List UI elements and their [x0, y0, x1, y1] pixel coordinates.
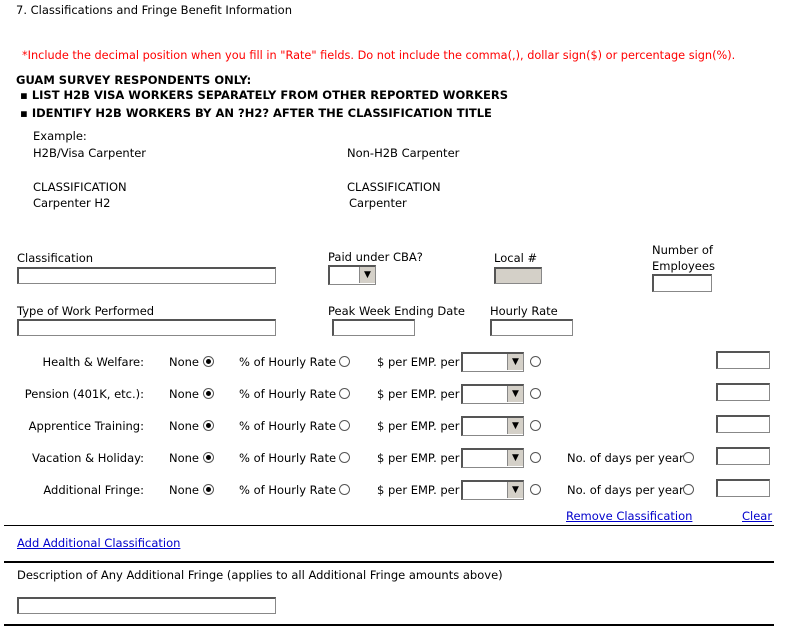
bullet-text: LIST H2B VISA WORKERS SEPARATELY FROM OT… — [31, 88, 508, 102]
bullet-text: IDENTIFY H2B WORKERS BY AN ?H2? AFTER TH… — [31, 106, 492, 120]
example-left-class-label: CLASSIFICATION — [33, 180, 127, 194]
paid-cba-label: Paid under CBA? — [328, 250, 423, 264]
chevron-down-icon: ▼ — [507, 354, 523, 370]
chevron-down-icon: ▼ — [507, 386, 523, 402]
none-label: None — [169, 483, 200, 497]
hourly-rate-label: Hourly Rate — [490, 304, 558, 318]
fringe-label: Pension (401K, etc.): — [24, 387, 144, 401]
none-radio[interactable] — [203, 452, 214, 463]
per-emp-period-select[interactable]: ▼ — [461, 480, 524, 500]
hourly-rate-input[interactable] — [490, 319, 573, 336]
none-radio[interactable] — [203, 356, 214, 367]
num-employees-label-2: Employees — [652, 259, 715, 273]
per-emp-radio[interactable] — [530, 452, 541, 463]
fringe-amount-input[interactable] — [716, 447, 770, 465]
peak-week-input[interactable] — [332, 319, 415, 336]
per-emp-label: $ per EMP. per — [377, 483, 460, 497]
pct-label: % of Hourly Rate — [239, 387, 337, 401]
per-emp-period-select[interactable]: ▼ — [461, 352, 524, 372]
none-label: None — [169, 419, 200, 433]
days-radio[interactable] — [683, 484, 694, 495]
classification-input[interactable] — [17, 267, 276, 284]
days-label: No. of days per year — [567, 451, 684, 465]
pct-radio[interactable] — [339, 452, 350, 463]
example-right-type: Non-H2B Carpenter — [347, 146, 460, 160]
none-radio[interactable] — [203, 388, 214, 399]
example-label: Example: — [33, 129, 87, 143]
example-right-class-label: CLASSIFICATION — [347, 180, 441, 194]
none-label: None — [169, 451, 200, 465]
description-label: Description of Any Additional Fringe (ap… — [17, 568, 503, 582]
description-input[interactable] — [17, 597, 276, 614]
per-emp-label: $ per EMP. per — [377, 387, 460, 401]
num-employees-label: Number of — [652, 243, 713, 257]
guam-bullet: ▪ IDENTIFY H2B WORKERS BY AN ?H2? AFTER … — [20, 106, 492, 120]
divider — [4, 624, 774, 626]
type-of-work-label: Type of Work Performed — [17, 304, 155, 318]
add-classification-link[interactable]: Add Additional Classification — [17, 536, 181, 550]
fringe-label: Apprentice Training: — [28, 419, 144, 433]
none-radio[interactable] — [203, 484, 214, 495]
guam-bullet: ▪ LIST H2B VISA WORKERS SEPARATELY FROM … — [20, 88, 508, 102]
local-label: Local # — [494, 251, 538, 265]
local-input — [494, 267, 542, 284]
divider — [4, 561, 774, 563]
days-radio[interactable] — [683, 452, 694, 463]
fringe-label: Health & Welfare: — [42, 355, 144, 369]
none-radio[interactable] — [203, 420, 214, 431]
per-emp-period-select[interactable]: ▼ — [461, 416, 524, 436]
per-emp-radio[interactable] — [530, 420, 541, 431]
remove-classification-link[interactable]: Remove Classification — [566, 509, 693, 523]
clear-link[interactable]: Clear — [742, 509, 773, 523]
chevron-down-icon: ▼ — [507, 482, 523, 498]
none-label: None — [169, 387, 200, 401]
pct-radio[interactable] — [339, 388, 350, 399]
paid-cba-select[interactable]: ▼ — [328, 265, 376, 285]
pct-radio[interactable] — [339, 420, 350, 431]
per-emp-label: $ per EMP. per — [377, 451, 460, 465]
pct-label: % of Hourly Rate — [239, 419, 337, 433]
section-title: 7. Classifications and Fringe Benefit In… — [16, 3, 292, 17]
pct-radio[interactable] — [339, 356, 350, 367]
pct-label: % of Hourly Rate — [239, 355, 337, 369]
days-label: No. of days per year — [567, 483, 684, 497]
type-of-work-input[interactable] — [17, 319, 276, 336]
none-label: None — [169, 355, 200, 369]
example-left-type: H2B/Visa Carpenter — [33, 146, 147, 160]
num-employees-input[interactable] — [652, 274, 712, 292]
per-emp-radio[interactable] — [530, 356, 541, 367]
per-emp-label: $ per EMP. per — [377, 355, 460, 369]
fringe-amount-input[interactable] — [716, 415, 770, 433]
per-emp-period-select[interactable]: ▼ — [461, 384, 524, 404]
chevron-down-icon: ▼ — [507, 450, 523, 466]
per-emp-radio[interactable] — [530, 388, 541, 399]
example-right-class-value: Carpenter — [349, 196, 407, 210]
fringe-amount-input[interactable] — [716, 351, 770, 369]
notice-text: *Include the decimal position when you f… — [22, 49, 736, 62]
peak-week-label: Peak Week Ending Date — [328, 304, 465, 318]
fringe-amount-input[interactable] — [716, 479, 770, 497]
chevron-down-icon: ▼ — [507, 418, 523, 434]
chevron-down-icon: ▼ — [359, 267, 375, 283]
per-emp-period-select[interactable]: ▼ — [461, 448, 524, 468]
fringe-label: Additional Fringe: — [43, 483, 144, 497]
pct-label: % of Hourly Rate — [239, 483, 337, 497]
example-left-class-value: Carpenter H2 — [33, 196, 111, 210]
per-emp-radio[interactable] — [530, 484, 541, 495]
fringe-amount-input[interactable] — [716, 383, 770, 401]
pct-label: % of Hourly Rate — [239, 451, 337, 465]
divider — [4, 525, 774, 526]
fringe-label: Vacation & Holiday: — [32, 451, 144, 465]
guam-heading: GUAM SURVEY RESPONDENTS ONLY: — [16, 73, 252, 87]
per-emp-label: $ per EMP. per — [377, 419, 460, 433]
pct-radio[interactable] — [339, 484, 350, 495]
classification-label: Classification — [17, 251, 94, 265]
